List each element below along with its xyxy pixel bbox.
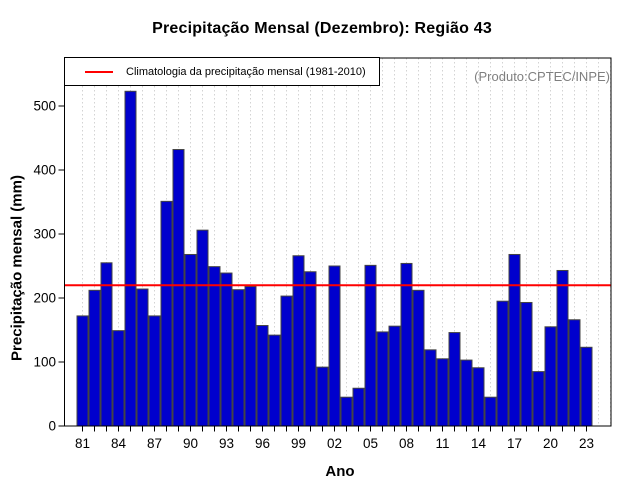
bar-19 <box>436 358 449 427</box>
x-tick-label: 93 <box>219 436 234 451</box>
x-tick-label: 23 <box>579 436 594 451</box>
bar-1990 <box>184 253 197 427</box>
bar-1997 <box>268 334 281 427</box>
bar-19 <box>376 331 389 427</box>
chart-title: Precipitação Mensal (Dezembro): Região 4… <box>152 20 492 37</box>
bar-1996 <box>256 325 269 427</box>
bar-19 <box>316 366 329 427</box>
bar-1982 <box>88 289 101 427</box>
x-tick-label: 99 <box>291 436 306 451</box>
bar-19 <box>472 367 485 427</box>
y-tick-label: 100 <box>33 355 56 370</box>
bar-19 <box>388 325 401 427</box>
bar-1983 <box>100 262 113 427</box>
y-tick-label: 0 <box>48 419 56 434</box>
bar-19 <box>556 269 569 427</box>
bar-19 <box>448 332 461 427</box>
bar-19 <box>400 262 413 427</box>
y-tick-label: 300 <box>33 227 56 242</box>
bar-1989 <box>172 149 185 427</box>
bar-1992 <box>208 266 221 427</box>
x-tick-label: 90 <box>183 436 198 451</box>
bar-1985 <box>124 90 137 427</box>
x-tick-label: 11 <box>435 436 449 451</box>
bar-19 <box>412 289 425 427</box>
bar-1995 <box>244 285 257 427</box>
bar-1999 <box>292 255 305 427</box>
bar-19 <box>580 346 593 427</box>
x-tick-label: 05 <box>363 436 378 451</box>
bar-19 <box>460 359 473 427</box>
bar-1987 <box>148 315 161 427</box>
product-credit-label: (Produto:CPTEC/INPE) <box>474 69 610 84</box>
bar-1993 <box>220 272 233 427</box>
legend-line-swatch <box>85 70 113 73</box>
bar-19 <box>484 396 497 427</box>
bar-19 <box>340 396 353 427</box>
bar-1986 <box>136 288 149 427</box>
y-tick-label: 500 <box>33 99 56 114</box>
y-axis: 0 100 200 300 400 500 <box>33 99 65 434</box>
x-tick-label: 87 <box>147 436 162 451</box>
bar-19 <box>364 264 377 427</box>
x-tick-label: 81 <box>75 436 90 451</box>
bar-1998 <box>280 295 293 427</box>
x-axis-label: Ano <box>325 463 355 480</box>
bar-19 <box>304 271 317 427</box>
bar-19 <box>352 387 365 427</box>
bar-19 <box>496 300 509 427</box>
x-tick-label: 17 <box>507 436 522 451</box>
x-tick-label: 08 <box>399 436 414 451</box>
bar-1994 <box>232 289 245 427</box>
bar-1988 <box>160 200 173 427</box>
x-tick-label: 96 <box>255 436 270 451</box>
y-axis-label: Precipitação mensal (mm) <box>8 175 26 361</box>
bar-19 <box>532 371 545 427</box>
y-tick-label: 200 <box>33 291 56 306</box>
x-axis: 81 84 87 90 93 96 99 02 05 08 11 14 17 20 23 <box>75 426 594 451</box>
x-tick-label: 84 <box>111 436 127 451</box>
x-tick-label: 20 <box>543 436 558 451</box>
bar-19 <box>544 326 557 427</box>
y-tick-label: 400 <box>33 163 56 178</box>
bars-series <box>76 90 593 427</box>
x-tick-label: 14 <box>471 436 487 451</box>
bar-1981 <box>76 315 89 427</box>
legend-box: Climatologia da precipitação mensal (198… <box>64 57 380 86</box>
bar-1984 <box>112 330 125 427</box>
bar-1991 <box>196 229 209 427</box>
bar-19 <box>520 301 533 427</box>
bar-19 <box>508 253 521 427</box>
legend-label: Climatologia da precipitação mensal (198… <box>126 65 366 78</box>
gridlines <box>82 58 611 426</box>
bar-19 <box>328 265 341 427</box>
bar-19 <box>424 349 437 427</box>
bar-19 <box>568 319 581 427</box>
x-tick-label: 02 <box>327 436 342 451</box>
